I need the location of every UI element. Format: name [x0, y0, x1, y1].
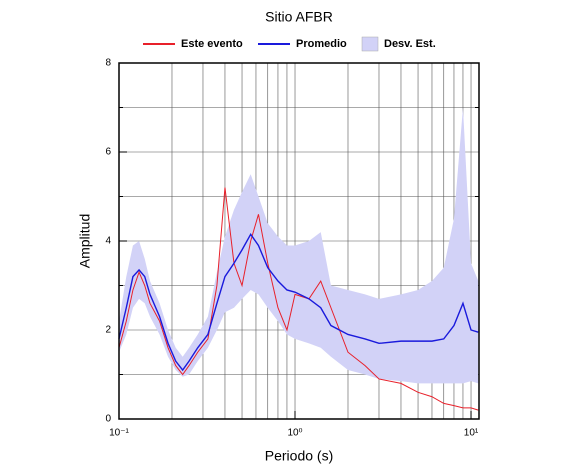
y-axis-label: Amplitud	[77, 214, 93, 268]
series-line	[118, 187, 479, 411]
y-tick-label: 4	[105, 236, 111, 247]
legend-swatch	[361, 36, 379, 52]
x-tick-label: 10⁻¹	[109, 428, 129, 439]
x-tick-label: 10¹	[464, 428, 479, 439]
series-line	[118, 233, 479, 372]
legend-label: Desv. Est.	[384, 38, 436, 50]
y-tick-label: 2	[105, 325, 111, 336]
legend-label: Promedio	[296, 38, 347, 50]
plot-frame	[118, 62, 480, 420]
std-band	[119, 107, 479, 384]
y-tick-label: 0	[105, 414, 111, 425]
x-axis-label: Periodo (s)	[265, 448, 333, 464]
chart-title: Sitio AFBR	[265, 9, 333, 25]
x-tick-label: 10⁰	[287, 428, 302, 439]
y-tick-label: 6	[105, 147, 111, 158]
legend-label: Este evento	[181, 38, 243, 50]
y-tick-label: 8	[105, 58, 111, 69]
